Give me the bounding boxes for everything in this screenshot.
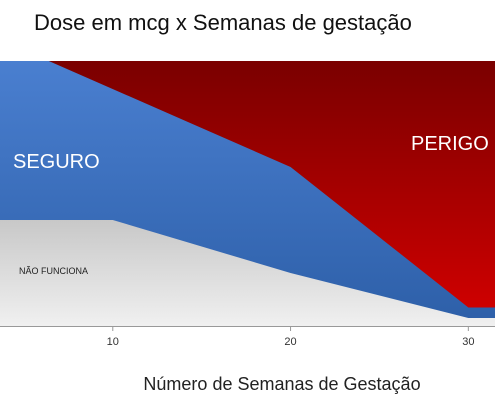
plot-area: 10 20 30 SEGURO PERIGO NÃO FUNCIONA: [0, 61, 495, 348]
label-seguro: SEGURO: [13, 151, 100, 173]
label-nao-funciona: NÃO FUNCIONA: [19, 266, 88, 276]
label-perigo: PERIGO: [411, 133, 489, 155]
area-nao-funciona: [0, 220, 495, 326]
x-tick-label: 10: [107, 336, 119, 348]
x-axis-label: Número de Semanas de Gestação: [143, 374, 420, 394]
x-tick-label: 30: [462, 336, 474, 348]
chart-title: Dose em mcg x Semanas de gestação: [34, 10, 412, 35]
x-tick-label: 20: [284, 336, 296, 348]
